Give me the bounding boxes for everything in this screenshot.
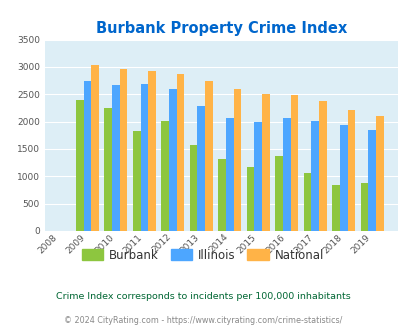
Bar bbox=[140, 84, 148, 231]
Bar bbox=[168, 89, 176, 231]
Bar bbox=[226, 118, 233, 231]
Bar bbox=[262, 94, 269, 231]
Bar bbox=[282, 118, 290, 231]
Bar bbox=[83, 81, 91, 231]
Bar bbox=[189, 145, 197, 231]
Bar bbox=[303, 173, 311, 231]
Bar bbox=[112, 85, 119, 231]
Bar bbox=[318, 101, 326, 231]
Bar bbox=[161, 120, 168, 231]
Bar bbox=[132, 131, 140, 231]
Bar bbox=[205, 81, 212, 231]
Bar bbox=[290, 95, 298, 231]
Text: Crime Index corresponds to incidents per 100,000 inhabitants: Crime Index corresponds to incidents per… bbox=[55, 292, 350, 301]
Bar bbox=[246, 167, 254, 231]
Text: © 2024 CityRating.com - https://www.cityrating.com/crime-statistics/: © 2024 CityRating.com - https://www.city… bbox=[64, 316, 341, 325]
Bar bbox=[375, 115, 383, 231]
Bar bbox=[347, 110, 354, 231]
Bar bbox=[339, 125, 347, 231]
Bar bbox=[197, 106, 205, 231]
Bar bbox=[91, 65, 99, 231]
Bar bbox=[254, 122, 262, 231]
Bar bbox=[148, 71, 156, 231]
Bar bbox=[367, 130, 375, 231]
Bar bbox=[119, 69, 127, 231]
Bar bbox=[76, 100, 83, 231]
Title: Burbank Property Crime Index: Burbank Property Crime Index bbox=[96, 21, 346, 36]
Bar bbox=[233, 89, 241, 231]
Legend: Burbank, Illinois, National: Burbank, Illinois, National bbox=[77, 244, 328, 266]
Bar bbox=[331, 185, 339, 231]
Bar bbox=[311, 120, 318, 231]
Bar bbox=[218, 159, 226, 231]
Bar bbox=[275, 156, 282, 231]
Bar bbox=[360, 183, 367, 231]
Bar bbox=[176, 74, 184, 231]
Bar bbox=[104, 108, 112, 231]
